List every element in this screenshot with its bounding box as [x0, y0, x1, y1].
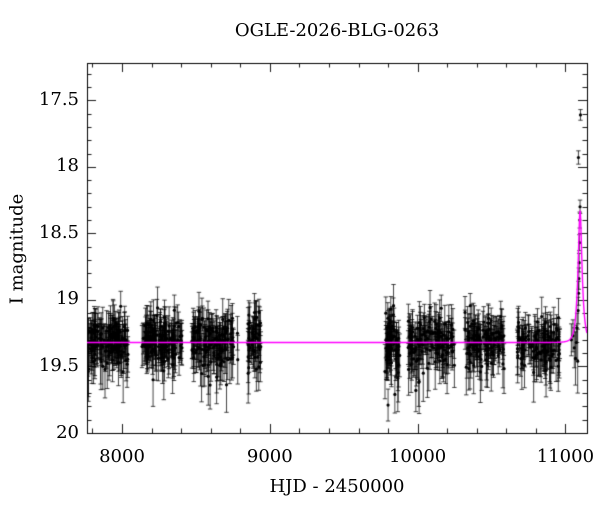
y-tick-label: 20	[56, 421, 79, 443]
chart-title: OGLE-2026-BLG-0263	[234, 20, 440, 41]
y-tick-label: 18.5	[38, 221, 79, 243]
x-tick-label: 9000	[246, 446, 293, 467]
y-tick-label: 17.5	[38, 88, 79, 110]
x-tick-label: 10000	[388, 446, 447, 467]
y-tick-label: 18	[56, 155, 79, 177]
y-tick-label: 19	[56, 288, 79, 310]
x-tick-label: 8000	[99, 446, 145, 467]
x-axis-label: HJD - 2450000	[269, 476, 405, 497]
x-tick-label: 11000	[536, 446, 595, 467]
y-axis-label: I magnitude	[6, 193, 28, 305]
y-tick-label: 19.5	[38, 354, 79, 376]
